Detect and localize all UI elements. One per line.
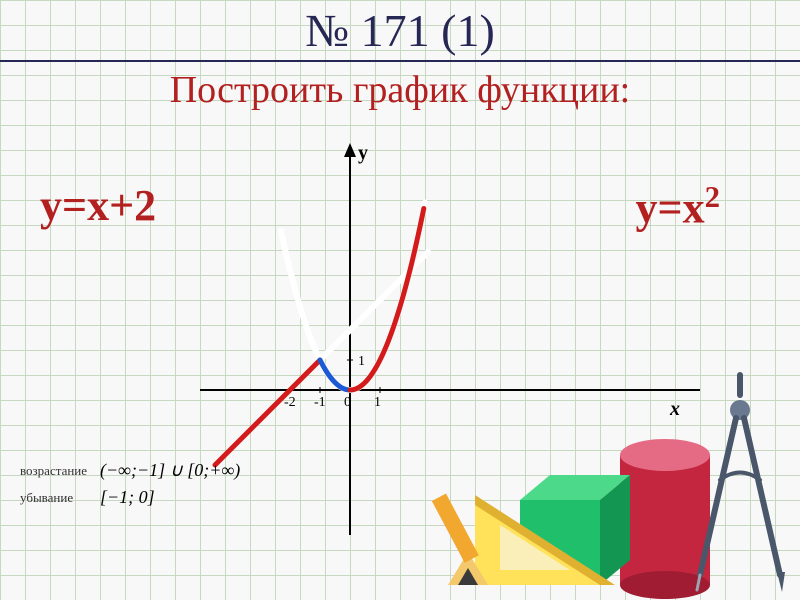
interval-decrease: убывание [−1; 0] [20, 487, 240, 508]
increase-math: (−∞;−1] ∪ [0;+∞) [100, 460, 240, 481]
svg-text:1: 1 [374, 395, 381, 410]
function-linear: y=x+2 [40, 180, 156, 231]
svg-text:0: 0 [344, 395, 351, 410]
decrease-math: [−1; 0] [100, 487, 155, 508]
svg-text:-1: -1 [314, 395, 326, 410]
compass-icon [697, 375, 785, 592]
interval-increase: возрастание (−∞;−1] ∪ [0;+∞) [20, 460, 240, 481]
problem-number: № 171 (1) [0, 4, 800, 57]
function-parabola-exponent: 2 [705, 180, 720, 214]
cylinder-icon [620, 439, 710, 599]
slide: № 171 (1) Построить график функции: y=x+… [0, 0, 800, 600]
increase-label: возрастание [20, 463, 100, 479]
intervals-block: возрастание (−∞;−1] ∪ [0;+∞) убывание [−… [20, 460, 240, 514]
y-axis-label: y [358, 142, 368, 165]
title-divider [0, 60, 800, 62]
svg-text:1: 1 [358, 354, 365, 369]
decorative-shapes [420, 340, 800, 600]
page-subtitle: Построить график функции: [0, 68, 800, 112]
decrease-label: убывание [20, 490, 100, 506]
